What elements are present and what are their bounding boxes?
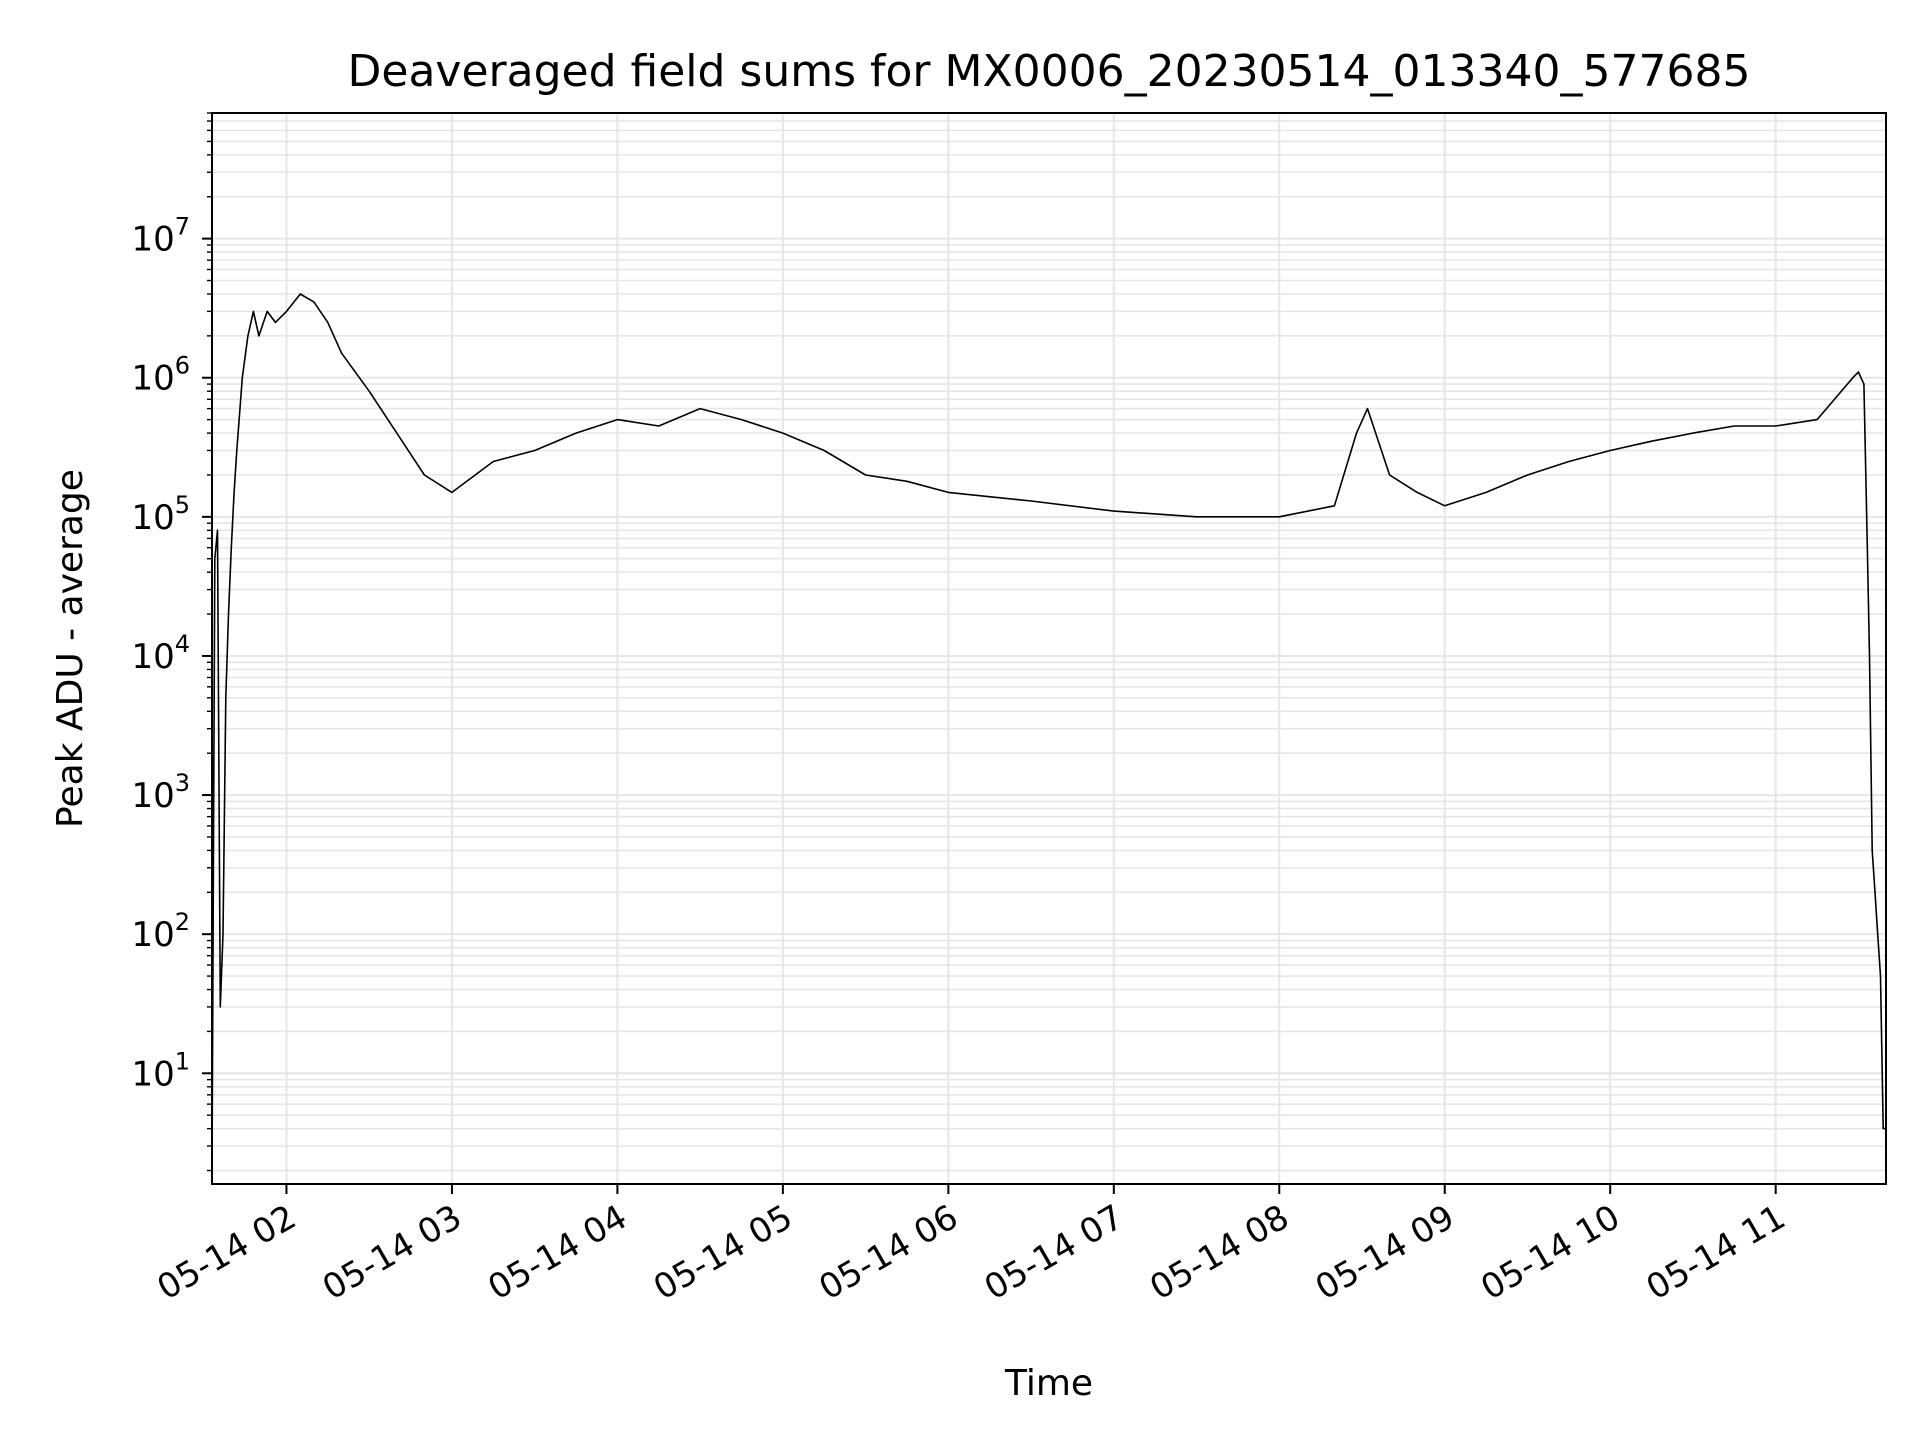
y-tick-base: 10 [131,1054,174,1094]
y-tick-label: 102 [131,908,190,955]
grid [212,112,1886,1184]
x-axis-label: Time [1004,1363,1093,1404]
x-tick-label: 05-14 11 [1640,1197,1792,1308]
y-tick-label: 106 [131,352,190,399]
x-tick-label: 05-14 08 [1143,1197,1295,1308]
y-tick-exponent: 6 [175,352,190,380]
series-layer [211,293,1886,1177]
y-tick-exponent: 5 [175,491,190,519]
y-tick-exponent: 7 [175,213,190,241]
x-tick-label: 05-14 02 [151,1197,303,1308]
y-tick-label: 107 [131,213,190,260]
y-tick-label: 104 [131,630,190,677]
y-tick-base: 10 [131,776,174,816]
series-line [211,293,1886,1177]
x-tick-label: 05-14 09 [1309,1197,1461,1308]
plot-frame [211,112,1887,1185]
x-tick-label: 05-14 07 [978,1197,1130,1308]
y-tick-label: 101 [131,1047,190,1094]
y-tick-base: 10 [131,498,174,538]
y-tick-label: 105 [131,491,190,538]
chart-title: Deaveraged field sums for MX0006_2023051… [348,46,1751,97]
y-tick-exponent: 1 [175,1047,190,1075]
y-tick-label: 103 [131,769,190,816]
y-tick-base: 10 [131,359,174,399]
y-tick-base: 10 [131,220,174,260]
y-tick-base: 10 [131,915,174,955]
y-axis-label: Peak ADU - average [50,469,91,828]
y-tick-exponent: 4 [175,630,190,658]
x-tick-label: 05-14 10 [1474,1197,1626,1308]
x-tick-label: 05-14 03 [316,1197,468,1308]
x-tick-label: 05-14 05 [647,1197,799,1308]
y-tick-exponent: 3 [175,769,190,797]
x-tick-label: 05-14 04 [482,1197,634,1308]
y-tick-exponent: 2 [175,908,190,936]
x-tick-label: 05-14 06 [812,1197,964,1308]
y-tick-base: 10 [131,637,174,677]
